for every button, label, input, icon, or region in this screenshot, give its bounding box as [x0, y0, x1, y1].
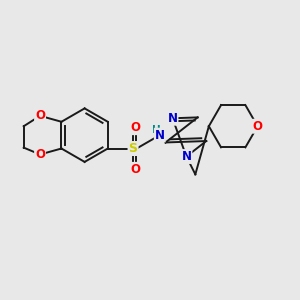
Text: O: O [35, 109, 45, 122]
Text: S: S [128, 142, 137, 155]
Text: O: O [35, 148, 45, 161]
Text: O: O [253, 120, 262, 133]
Text: N: N [182, 150, 191, 163]
Text: H: H [152, 125, 161, 135]
Text: O: O [130, 121, 140, 134]
Text: N: N [167, 112, 178, 125]
Text: O: O [130, 163, 140, 176]
Text: N: N [155, 129, 165, 142]
